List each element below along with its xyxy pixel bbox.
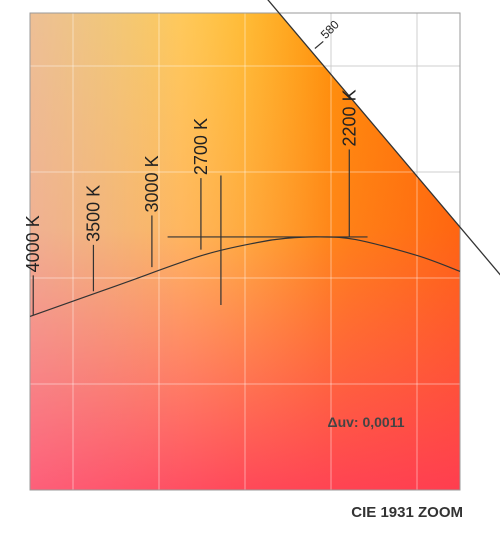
cct-label: 4000 K: [23, 215, 43, 272]
duv-annotation: Δuv: 0,0011: [328, 414, 405, 430]
planckian-locus: [29, 236, 461, 317]
plot-area: [30, 13, 460, 490]
grid: [30, 13, 460, 490]
cct-label: 3500 K: [83, 185, 103, 242]
cct-label: 2200 K: [339, 89, 359, 146]
spectral-locus-line: [267, 0, 500, 276]
cct-label: 2700 K: [191, 118, 211, 175]
chart-title: CIE 1931 ZOOM: [351, 504, 463, 521]
wavelength-tick: [314, 40, 324, 49]
grid-outside-locus: [323, 13, 460, 177]
plot-frame: [29, 12, 461, 491]
measurement-marker: [167, 175, 368, 306]
cct-marks: 4000 K 3500 K 3000 K 2700 K 2200 K: [23, 89, 359, 316]
cct-label: 3000 K: [142, 155, 162, 212]
